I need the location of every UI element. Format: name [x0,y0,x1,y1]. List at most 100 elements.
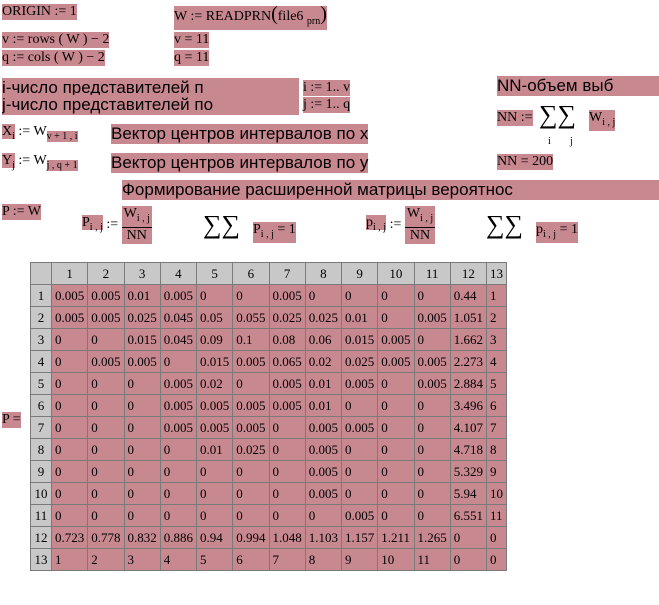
matrix-cell[interactable]: 5 [195,548,234,571]
matrix-cell[interactable]: 0.025 [268,306,306,329]
matrix-cell[interactable]: 8 [304,548,343,571]
matrix-cell[interactable]: 0 [268,438,306,461]
matrix-cell[interactable]: 0.005 [232,416,270,439]
matrix-cell[interactable]: 0 [304,284,343,307]
matrix-cell[interactable]: 2 [87,548,125,571]
matrix-cell[interactable]: 0.025 [232,438,270,461]
matrix-cell[interactable]: 0 [340,394,379,417]
matrix-cell[interactable]: 0 [268,482,306,505]
matrix-cell[interactable]: 0.01 [123,284,161,307]
matrix-cell[interactable]: 0.02 [304,350,343,373]
matrix-cell[interactable]: 0.005 [87,306,125,329]
matrix-cell[interactable]: 0.005 [340,504,379,527]
matrix-cell[interactable]: 0 [340,482,379,505]
matrix-cell[interactable]: 0 [159,350,198,373]
matrix-cell[interactable]: 0.025 [340,350,379,373]
matrix-cell[interactable]: 0.01 [304,372,343,395]
matrix-cell[interactable]: 0 [50,438,89,461]
matrix-cell[interactable]: 0.08 [268,328,306,351]
matrix-cell[interactable]: 0 [50,328,89,351]
matrix-cell[interactable]: 0 [304,504,343,527]
matrix-cell[interactable]: 0 [268,504,306,527]
matrix-cell[interactable]: 0 [87,504,125,527]
matrix-cell[interactable]: 6.551 [449,504,488,527]
matrix-cell[interactable]: 0.01 [340,306,379,329]
matrix-cell[interactable]: 0.44 [449,284,488,307]
j-range[interactable]: j := 1.. q [303,97,351,113]
matrix-cell[interactable]: 0.005 [87,284,125,307]
q-def[interactable]: q := cols ( W ) − 2 [2,50,105,66]
matrix-cell[interactable]: 0 [195,504,234,527]
matrix-cell[interactable]: 0.005 [304,460,343,483]
matrix-cell[interactable]: 0.05 [195,306,234,329]
matrix-cell[interactable]: 4 [486,350,507,373]
matrix-cell[interactable]: 7 [486,416,507,439]
nn-description[interactable]: NN-объем выб [497,76,659,96]
matrix-cell[interactable]: 1.662 [449,328,488,351]
p2-normalize-formula[interactable]: pi , j := Wi , j NN [366,206,436,244]
matrix-cell[interactable]: 0 [449,548,488,571]
matrix-cell[interactable]: 0 [123,504,161,527]
matrix-cell[interactable]: 0 [195,284,234,307]
matrix-cell[interactable]: 0 [377,306,415,329]
matrix-cell[interactable]: 0.025 [123,306,161,329]
matrix-cell[interactable]: 0.005 [232,350,270,373]
matrix-cell[interactable]: 0.832 [123,526,161,549]
matrix-cell[interactable]: 0.005 [340,416,379,439]
matrix-cell[interactable]: 0 [232,504,270,527]
matrix-cell[interactable]: 0.886 [159,526,198,549]
matrix-cell[interactable]: 0.005 [268,394,306,417]
matrix-cell[interactable]: 0 [195,460,234,483]
sum1-formula[interactable]: ∑∑ Pi , j = 1 [203,212,313,256]
matrix-cell[interactable]: 0 [195,482,234,505]
matrix-cell[interactable]: 0 [486,548,507,571]
v-def[interactable]: v := rows ( W ) − 2 [2,32,110,48]
matrix-cell[interactable]: 0.005 [304,416,343,439]
matrix-cell[interactable]: 0 [123,460,161,483]
p-assign[interactable]: P := W [2,204,42,220]
matrix-cell[interactable]: 0.723 [50,526,89,549]
matrix-cell[interactable]: 0 [159,482,198,505]
vector-y-description[interactable]: Вектор центров интервалов по y [111,153,369,173]
matrix-cell[interactable]: 0 [87,460,125,483]
matrix-cell[interactable]: 1.157 [340,526,379,549]
matrix-cell[interactable]: 6 [232,548,270,571]
matrix-cell[interactable]: 0 [123,482,161,505]
matrix-cell[interactable]: 0 [413,482,451,505]
vector-x-description[interactable]: Вектор центров интервалов по x [111,124,369,144]
matrix-cell[interactable]: 0.005 [159,416,198,439]
matrix-cell[interactable]: 0.065 [268,350,306,373]
matrix-cell[interactable]: 1 [50,548,89,571]
matrix-cell[interactable]: 0.005 [340,372,379,395]
matrix-cell[interactable]: 0.778 [87,526,125,549]
matrix-cell[interactable]: 0.94 [195,526,234,549]
matrix-cell[interactable]: 9 [486,460,507,483]
v-value[interactable]: v = 11 [174,32,210,48]
matrix-cell[interactable]: 0 [232,460,270,483]
matrix-cell[interactable]: 1.051 [449,306,488,329]
matrix-cell[interactable]: 2.273 [449,350,488,373]
matrix-cell[interactable]: 0 [87,394,125,417]
matrix-cell[interactable]: 0.005 [87,350,125,373]
matrix-cell[interactable]: 2.884 [449,372,488,395]
matrix-cell[interactable]: 1.103 [304,526,343,549]
matrix-cell[interactable]: 0 [50,482,89,505]
matrix-cell[interactable]: 8 [486,438,507,461]
matrix-cell[interactable]: 0.06 [304,328,343,351]
matrix-cell[interactable]: 0 [340,284,379,307]
matrix-cell[interactable]: 0.005 [268,284,306,307]
matrix-cell[interactable]: 0 [87,482,125,505]
matrix-cell[interactable]: 0 [413,504,451,527]
matrix-cell[interactable]: 3.496 [449,394,488,417]
matrix-cell[interactable]: 5.94 [449,482,488,505]
matrix-cell[interactable]: 0.005 [159,372,198,395]
matrix-cell[interactable]: 0 [377,482,415,505]
matrix-cell[interactable]: 0.005 [377,328,415,351]
matrix-cell[interactable]: 0 [449,526,488,549]
matrix-cell[interactable]: 0 [232,284,270,307]
matrix-cell[interactable]: 0 [377,438,415,461]
matrix-cell[interactable]: 0 [159,438,198,461]
matrix-cell[interactable]: 0.1 [232,328,270,351]
matrix-cell[interactable]: 0 [50,372,89,395]
formation-heading[interactable]: Формирование расширенной матрицы вероятн… [122,180,659,200]
